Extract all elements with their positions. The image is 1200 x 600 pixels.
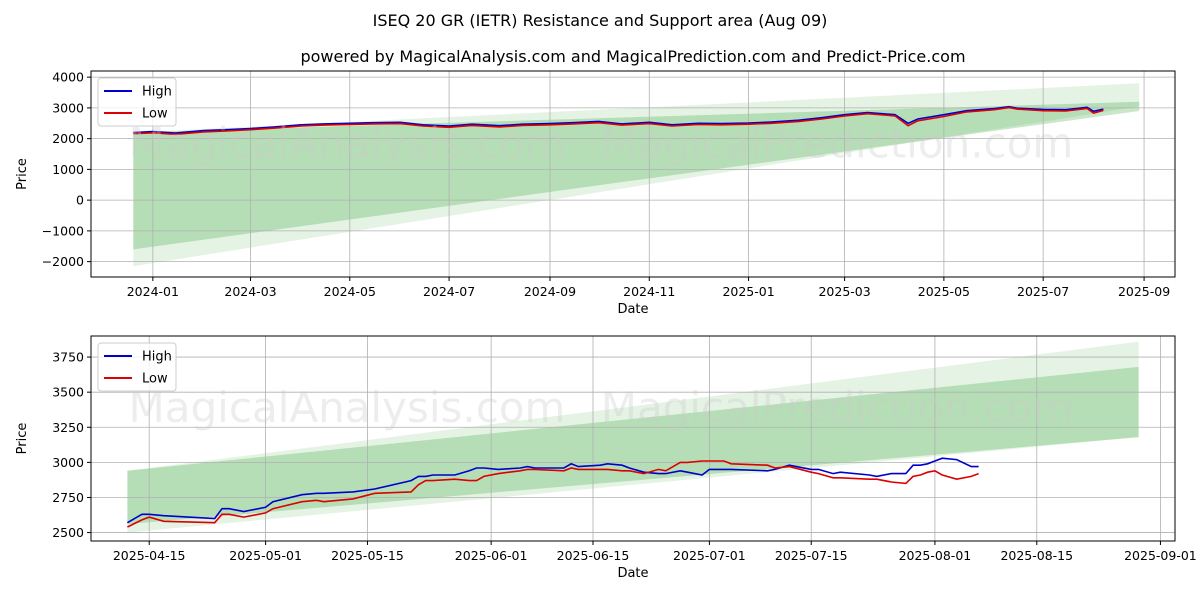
legend-label-high: High <box>142 85 172 100</box>
y-tick-label: 3500 <box>52 385 84 400</box>
y-tick-label: −2000 <box>42 254 84 269</box>
y-tick-label: 2500 <box>52 525 84 540</box>
y-axis-label: Price <box>15 158 30 190</box>
y-tick-label: −1000 <box>42 223 84 238</box>
x-tick-label: 2025-08-15 <box>1000 548 1073 563</box>
x-tick-label: 2025-05 <box>918 284 970 299</box>
x-tick-label: 2024-01 <box>127 284 179 299</box>
y-tick-label: 3000 <box>52 100 84 115</box>
y-tick-label: 3000 <box>52 455 84 470</box>
x-tick-label: 2025-07-15 <box>775 548 848 563</box>
top-chart-panel: MagicalAnalysis.com MagicalPrediction.com… <box>15 70 1176 317</box>
series-line-low <box>127 460 979 528</box>
legend-label-low: Low <box>142 107 168 122</box>
x-tick-label: 2024-09 <box>524 284 576 299</box>
watermark-text: MagicalAnalysis.com <box>129 383 566 432</box>
support-band-1 <box>127 341 1139 533</box>
bottom-chart-panel: MagicalAnalysis.com MagicalPrediction.com… <box>15 335 1197 581</box>
y-tick-label: 4000 <box>52 70 84 85</box>
x-tick-label: 2025-03 <box>818 284 870 299</box>
y-tick-label: 0 <box>76 193 84 208</box>
plot-area <box>91 71 1175 277</box>
watermark-text: MagicalAnalysis.com <box>129 119 566 168</box>
watermark-text: MagicalPrediction.com <box>601 383 1074 432</box>
x-tick-label: 2025-09 <box>1118 284 1170 299</box>
x-tick-label: 2025-09-01 <box>1124 548 1197 563</box>
x-tick-label: 2025-05-15 <box>331 548 404 563</box>
plot-frame <box>90 335 1176 542</box>
x-tick-label: 2025-04-15 <box>113 548 186 563</box>
support-band-0 <box>127 366 1139 525</box>
plot-frame <box>90 70 1176 278</box>
y-axis-label: Price <box>15 423 30 455</box>
x-axis-label: Date <box>617 566 648 581</box>
legend: High Low <box>97 342 177 392</box>
x-tick-label: 2025-07 <box>1017 284 1069 299</box>
series-line-high <box>133 105 1104 134</box>
x-tick-label: 2024-05 <box>324 284 376 299</box>
x-axis-label: Date <box>617 302 648 317</box>
chart-title: ISEQ 20 GR (IETR) Resistance and Support… <box>373 11 828 30</box>
legend: High Low <box>97 77 177 127</box>
series-line-low <box>133 106 1104 136</box>
y-tick-label: 3750 <box>52 350 84 365</box>
x-tick-label: 2025-08-01 <box>899 548 972 563</box>
x-tick-label: 2025-06-15 <box>557 548 630 563</box>
watermark-text: MagicalPrediction.com <box>601 119 1074 168</box>
legend-label-low: Low <box>142 372 168 387</box>
series-line-high <box>126 457 979 524</box>
x-tick-label: 2025-07-01 <box>673 548 746 563</box>
chart-subtitle: powered by MagicalAnalysis.com and Magic… <box>300 47 965 66</box>
x-tick-label: 2025-06-01 <box>455 548 528 563</box>
x-tick-label: 2024-03 <box>224 284 276 299</box>
y-tick-label: 3250 <box>52 420 84 435</box>
y-tick-label: 1000 <box>52 162 84 177</box>
y-tick-label: 2750 <box>52 490 84 505</box>
y-tick-label: 2000 <box>52 131 84 146</box>
x-tick-label: 2025-01 <box>722 284 774 299</box>
x-tick-label: 2025-05-01 <box>229 548 302 563</box>
support-band-1 <box>133 83 1140 267</box>
x-tick-label: 2024-11 <box>623 284 675 299</box>
legend-label-high: High <box>142 350 172 365</box>
x-tick-label: 2024-07 <box>423 284 475 299</box>
plot-area <box>91 336 1175 541</box>
